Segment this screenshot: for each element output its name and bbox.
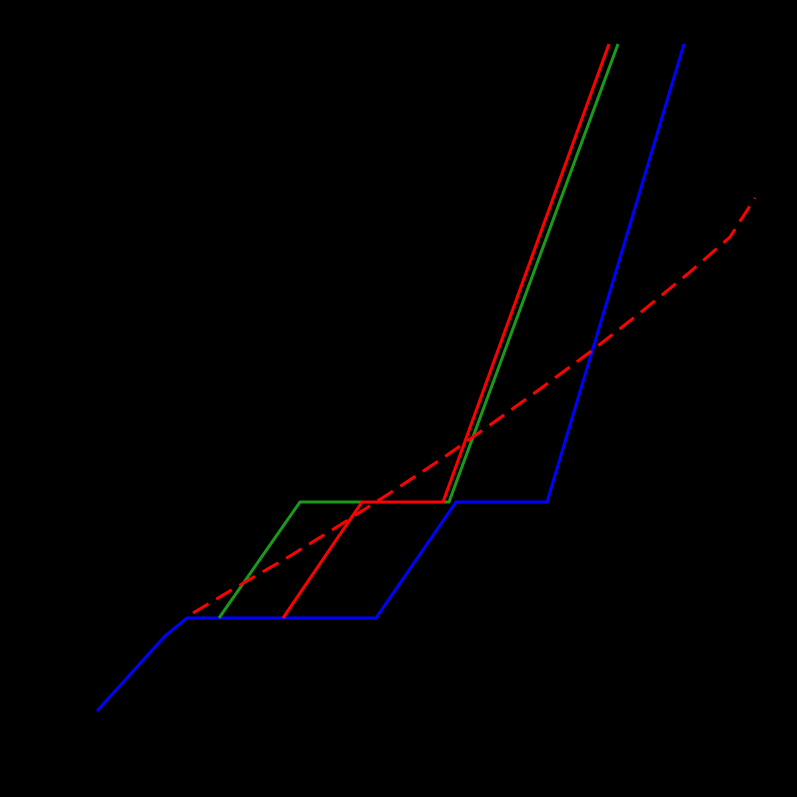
series-line-red-dashed	[192, 197, 757, 615]
series-line-red-solid	[281, 43, 611, 619]
series-line-blue-solid	[95, 43, 686, 713]
series-layer	[95, 43, 757, 713]
